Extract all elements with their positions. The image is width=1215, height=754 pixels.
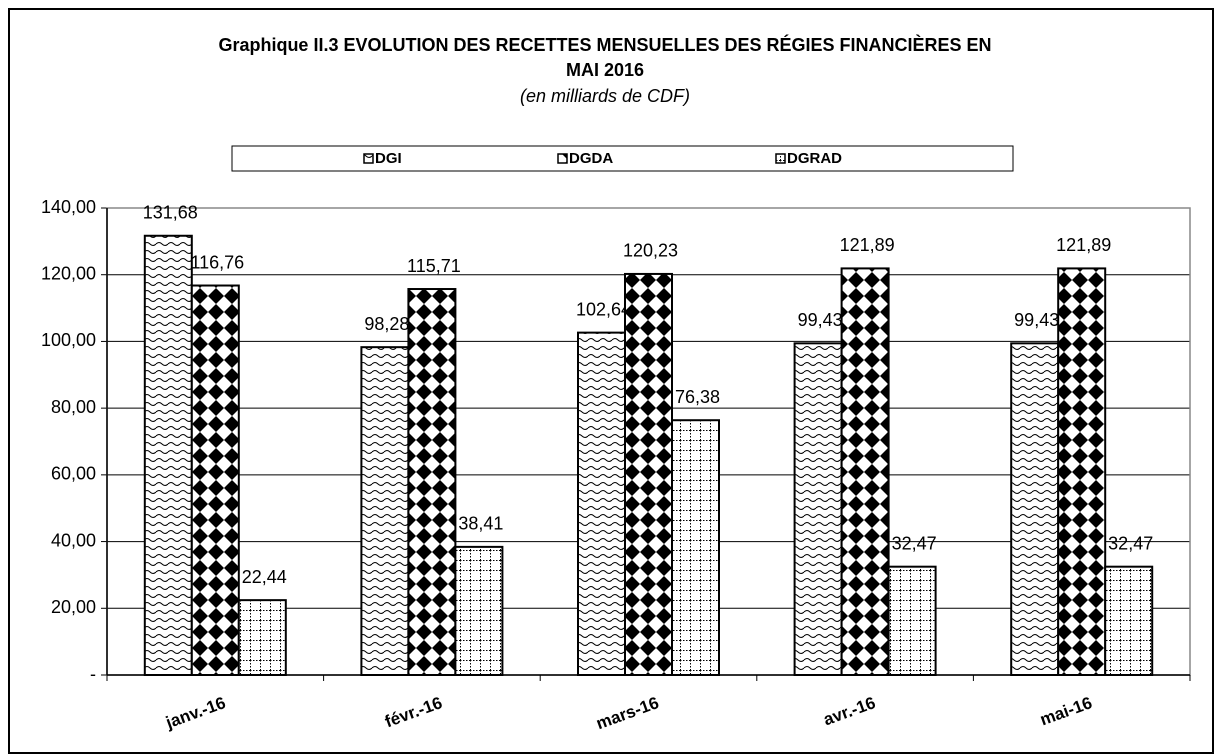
- data-label: 32,47: [892, 533, 937, 553]
- data-label: 98,28: [364, 314, 409, 334]
- legend-swatch: [775, 153, 786, 164]
- data-label: 99,43: [798, 310, 843, 330]
- data-label: 121,89: [1056, 235, 1111, 255]
- bar: [577, 331, 626, 676]
- data-label: 38,41: [458, 514, 503, 534]
- legend-label: DGDA: [569, 150, 613, 167]
- bar: [1104, 565, 1154, 676]
- x-tick-label: janv.-16: [162, 693, 228, 732]
- data-label: 120,23: [623, 241, 678, 261]
- y-tick-label: -: [90, 664, 96, 684]
- data-label: 32,47: [1108, 533, 1153, 553]
- data-label: 99,43: [1014, 310, 1059, 330]
- y-tick-label: 100,00: [41, 330, 96, 350]
- x-tick-label: févr.-16: [382, 693, 444, 731]
- frame: [8, 8, 1214, 754]
- data-label: 121,89: [840, 235, 895, 255]
- x-tick-label: mai-16: [1037, 693, 1094, 729]
- legend-box: [231, 145, 1014, 172]
- y-tick-label: 120,00: [41, 263, 96, 283]
- data-label: 116,76: [190, 252, 244, 272]
- bar: [793, 342, 843, 676]
- x-tick-label: avr.-16: [821, 693, 878, 729]
- data-label: 115,71: [407, 256, 461, 276]
- data-label: 102,64: [576, 299, 631, 319]
- bar: [407, 288, 457, 676]
- x-tick-label: mars-16: [594, 693, 662, 733]
- bar: [360, 346, 410, 676]
- legend-swatch: [557, 153, 568, 164]
- bar: [624, 272, 673, 676]
- bar: [671, 419, 720, 676]
- chart-title: MAI 2016: [566, 60, 644, 80]
- bar: [237, 599, 287, 676]
- bar: [1057, 267, 1107, 676]
- y-tick-label: 60,00: [51, 464, 96, 484]
- bar: [190, 284, 240, 676]
- bar: [454, 545, 504, 677]
- legend-label: DGI: [375, 150, 402, 167]
- chart-title: Graphique II.3 EVOLUTION DES RECETTES ME…: [218, 34, 991, 55]
- data-label: 22,44: [242, 567, 287, 587]
- data-label: 76,38: [675, 387, 720, 407]
- bar: [1010, 342, 1060, 676]
- y-tick-label: 80,00: [51, 397, 96, 417]
- data-label: 131,68: [143, 203, 198, 223]
- bar: [887, 565, 937, 676]
- y-tick-label: 20,00: [51, 597, 96, 617]
- y-tick-label: 140,00: [41, 197, 96, 217]
- bar: [143, 234, 193, 676]
- bar: [840, 267, 890, 676]
- chart-subtitle: (en milliards de CDF): [520, 86, 690, 106]
- legend-label: DGRAD: [787, 150, 842, 167]
- y-tick-label: 40,00: [51, 530, 96, 550]
- legend-swatch: [363, 153, 374, 164]
